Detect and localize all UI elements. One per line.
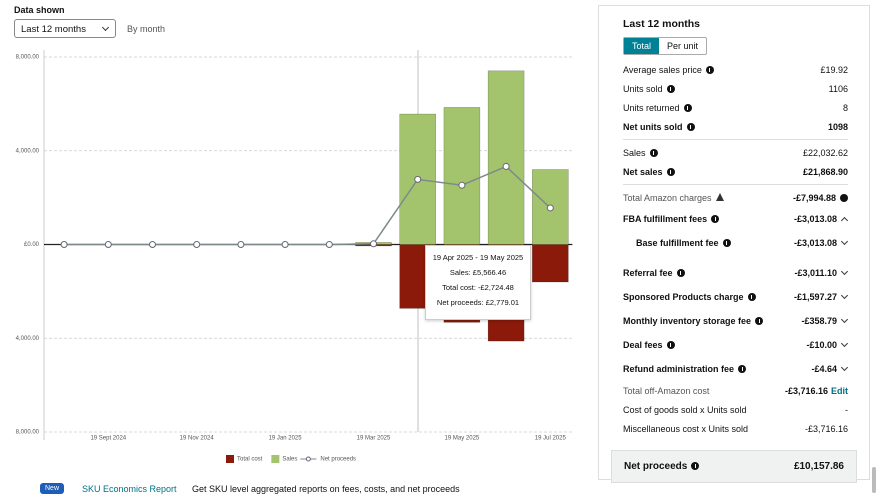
row-value: -£358.79 <box>801 316 837 326</box>
y-tick-label: 8,000.00 <box>16 55 40 61</box>
point <box>193 241 201 248</box>
x-tick-label: 19 Sept 2024 <box>90 436 126 442</box>
row-value: -£10.00 <box>806 340 837 350</box>
point <box>281 241 289 248</box>
x-tick-label: 19 Nov 2024 <box>180 436 215 442</box>
row-value: £10,157.86 <box>793 461 844 472</box>
row-value: -£3,013.08 <box>793 214 837 224</box>
x-tick-label: 19 May 2025 <box>445 436 480 442</box>
legend-swatch <box>226 455 234 463</box>
net-proceeds: Net proceeds £10,157.86 <box>611 450 857 483</box>
tab[interactable]: Per unit <box>667 41 699 51</box>
footer-text: Get SKU level aggregated reports on fees… <box>192 484 460 494</box>
row-value: 8 <box>842 102 848 113</box>
point <box>325 241 333 248</box>
row-label: Base fulfillment fee <box>636 238 719 248</box>
edit-link[interactable]: Edit <box>831 385 848 396</box>
legend-label: Total cost <box>237 457 263 463</box>
row-label: Cost of goods sold x Units sold <box>623 404 747 415</box>
y-tick-label: 4,000.00 <box>16 336 40 342</box>
row-label: Units sold <box>623 83 663 94</box>
report-link[interactable]: SKU Economics Report <box>82 484 177 494</box>
tooltip-period: 19 Apr 2025 - 19 May 2025 <box>432 253 524 262</box>
line <box>64 165 551 246</box>
point <box>370 240 377 248</box>
row-value: -£3,011.10 <box>794 268 837 278</box>
point <box>546 204 554 212</box>
point <box>502 162 510 170</box>
x-tick-label: 19 Jan 2025 <box>269 436 303 442</box>
row-value: -£3,716.16 <box>804 423 848 434</box>
tabs: Total Per unit <box>623 37 708 55</box>
row-label: Deal fees <box>623 340 663 350</box>
row-value: -£1,597.27 <box>793 292 837 302</box>
tooltip: 19 Apr 2025 - 19 May 2025 Sales: £5,566.… <box>425 245 531 320</box>
y-tick-label: £0.00 <box>24 242 40 248</box>
row-value: -£3,013.08 <box>793 238 837 248</box>
badge: New <box>40 483 65 494</box>
row-value: 1098 <box>827 121 848 132</box>
row-label: Sales <box>623 147 646 158</box>
x-tick-label: 19 Jul 2025 <box>535 436 567 442</box>
point <box>414 175 422 183</box>
x-tick-label: 19 Mar 2025 <box>357 436 391 442</box>
point <box>237 241 245 248</box>
label: Data shown <box>14 5 65 15</box>
row-label: Net proceeds <box>624 461 688 472</box>
view-option[interactable]: By month <box>127 24 166 34</box>
row-label: Net units sold <box>623 121 683 132</box>
legend-swatch <box>271 455 280 463</box>
row-value: £22,032.62 <box>802 147 848 158</box>
point <box>458 181 466 189</box>
legend-marker <box>305 456 311 462</box>
rows: Average sales price £19.92 Units sold 1106… <box>623 60 849 438</box>
point <box>149 241 156 248</box>
tooltip-line: Total cost: -£2,724.48 <box>442 283 514 292</box>
tab[interactable]: Total <box>624 38 660 54</box>
row-label: Units returned <box>623 102 680 113</box>
row-label: Average sales price <box>623 64 702 75</box>
bar <box>487 70 525 245</box>
row-label: FBA fulfillment fees <box>623 214 708 224</box>
row-label: Total Amazon charges <box>623 192 712 203</box>
legend-label: Net proceeds <box>320 457 356 463</box>
row-label: Monthly inventory storage fee <box>623 316 752 326</box>
row-value: £21,868.90 <box>802 166 848 177</box>
point <box>60 241 68 248</box>
row-label: Net sales <box>623 166 663 177</box>
row-label: Total off-Amazon cost <box>623 385 710 396</box>
bar <box>443 107 481 245</box>
summary-panel: Last 12 months Total Per unit Average sa… <box>598 5 870 483</box>
tooltip-line: Sales: £5,566.46 <box>449 268 507 277</box>
row-value: -£4.64 <box>811 364 837 374</box>
row-value: -£3,716.16 <box>784 385 828 396</box>
row-value: -£7,994.88 <box>792 192 836 203</box>
tooltip-line: Net proceeds: £2,779.01 <box>436 298 520 307</box>
y-tick-label: 4,000.00 <box>16 148 40 154</box>
row-label: Refund administration fee <box>623 364 735 374</box>
row-label: Miscellaneous cost x Units sold <box>623 423 749 434</box>
scrollbar[interactable] <box>872 467 876 493</box>
row-value: £19.92 <box>820 64 848 75</box>
row-label: Referral fee <box>623 268 673 278</box>
y-tick-label: 8,000.00 <box>16 430 40 436</box>
panel-title: Last 12 months <box>623 18 701 30</box>
point <box>104 241 112 248</box>
bar <box>532 244 569 283</box>
period-select[interactable]: Last 12 months <box>14 19 116 38</box>
row-value: 1106 <box>828 83 848 94</box>
row-value: - <box>845 404 848 415</box>
row-label: Sponsored Products charge <box>623 292 744 302</box>
legend-label: Sales <box>282 457 297 463</box>
